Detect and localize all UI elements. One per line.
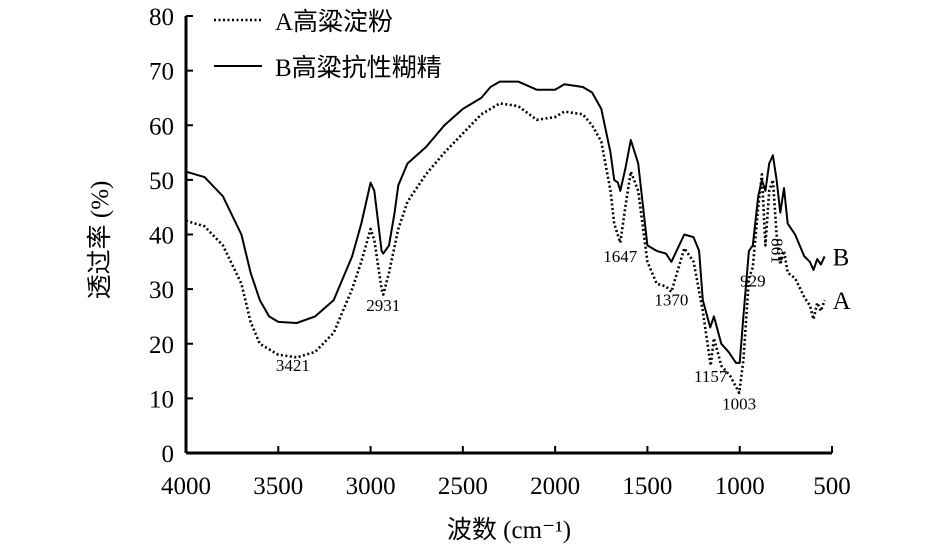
peak-label: 2931 [366,296,400,315]
y-tick-label: 10 [149,386,174,413]
x-tick-label: 3500 [253,473,303,500]
x-tick-label: 4000 [161,473,211,500]
y-tick-label: 40 [149,223,174,250]
y-tick-label: 80 [149,4,174,31]
series-end-label-b: B [833,244,850,271]
series-line-a [185,102,826,395]
y-tick-label: 60 [149,113,174,140]
series-line-b [185,80,826,364]
x-axis-label: 波数 (cm⁻¹) [447,516,571,544]
peak-label: 929 [740,271,766,290]
x-tick-label: 2500 [438,473,488,500]
series-end-label-a: A [833,288,851,315]
peak-label: 1370 [654,291,688,310]
legend-label-a: A高粱淀粉 [275,8,393,36]
y-tick-label: 30 [149,277,174,304]
x-tick-label: 1500 [622,473,672,500]
x-tick-label: 500 [813,473,851,500]
x-tick-label: 3000 [346,473,396,500]
x-tick-label: 2000 [530,473,580,500]
y-axis-label: 透过率 (%) [86,181,114,300]
peak-label: 861 [767,238,786,264]
legend-label-b: B高粱抗性糊精 [275,54,442,82]
legend: A高粱淀粉 B高粱抗性糊精 [214,8,442,82]
peak-label: 1647 [603,247,638,266]
y-tick-label: 0 [162,441,175,468]
y-tick-label: 50 [149,168,174,195]
y-tick-label: 70 [149,59,174,86]
peak-label: 1157 [694,367,728,386]
y-tick-label: 20 [149,332,174,359]
x-tick-label: 1000 [715,473,765,500]
series-group: AB [185,80,851,395]
peak-label: 3421 [276,356,310,375]
peak-label: 1003 [722,394,756,413]
axes: 0 10 20 30 40 50 60 70 80 4000 3500 3000 2500 2000 150… [149,4,851,500]
